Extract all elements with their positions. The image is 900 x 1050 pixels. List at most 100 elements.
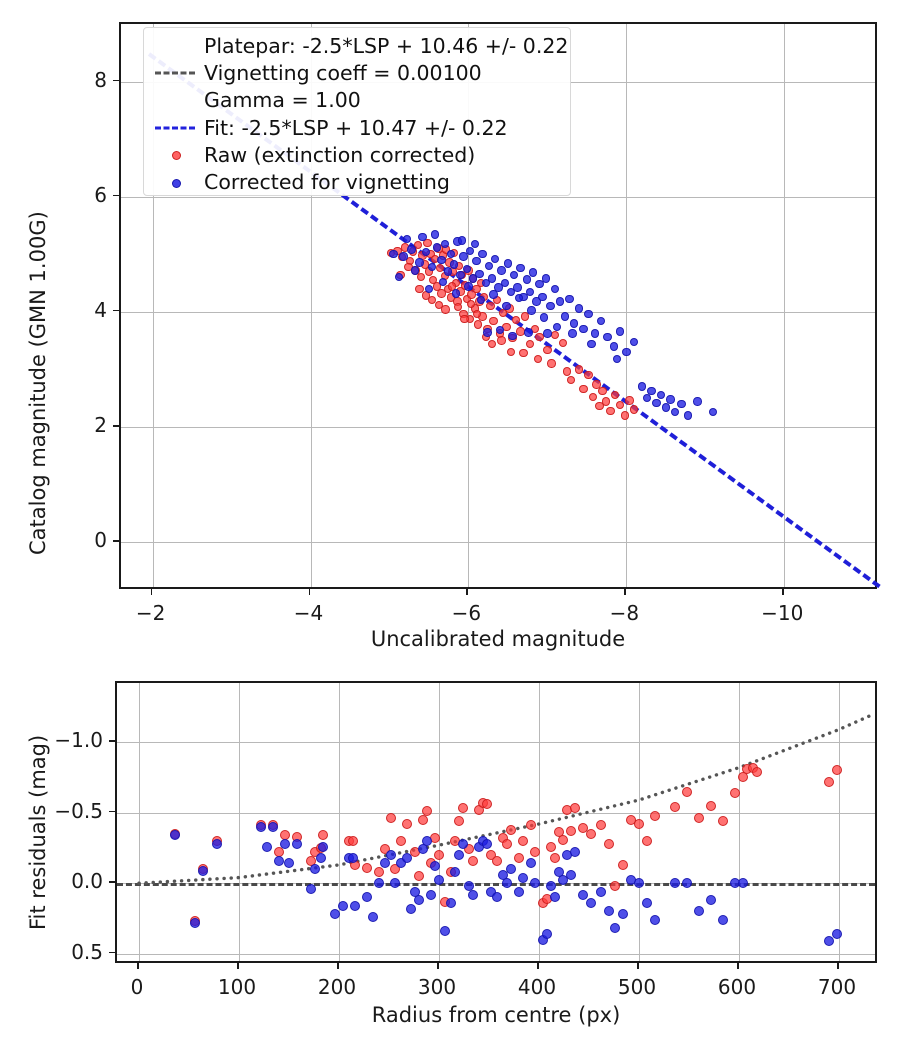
- legend-entry[interactable]: Vignetting coeff = 0.00100: [154, 61, 482, 85]
- gridline-vertical: [784, 24, 786, 587]
- y-axis-tick-label: 0.0: [71, 869, 103, 894]
- data-point: [487, 274, 497, 283]
- data-point: [198, 865, 208, 876]
- y-axis-tick: [109, 881, 115, 883]
- data-point: [832, 928, 842, 939]
- data-point: [706, 895, 716, 906]
- data-point: [601, 397, 610, 406]
- data-point: [518, 872, 528, 883]
- data-point: [440, 926, 450, 937]
- legend-entry[interactable]: Corrected for vignetting: [154, 170, 450, 194]
- data-point: [550, 852, 560, 863]
- data-point: [637, 382, 647, 391]
- data-point: [489, 290, 498, 299]
- legend-entry[interactable]: Platepar: -2.5*LSP + 10.46 +/- 0.22: [154, 34, 568, 58]
- y-axis-tick: [109, 951, 115, 954]
- data-point: [578, 889, 588, 900]
- data-point: [642, 393, 652, 403]
- data-point: [622, 347, 631, 357]
- data-point: [540, 313, 549, 322]
- y-axis-tick-label: 8: [94, 67, 107, 92]
- data-point: [399, 252, 408, 261]
- data-point: [578, 823, 588, 834]
- data-point: [450, 260, 459, 269]
- data-point: [524, 328, 533, 337]
- data-point: [511, 315, 520, 325]
- x-axis-tick: [237, 963, 239, 969]
- gridline-vertical: [839, 683, 840, 961]
- data-point: [503, 259, 513, 268]
- data-point: [656, 390, 666, 399]
- x-axis-tick-label: 300: [417, 975, 457, 999]
- data-point: [458, 838, 468, 849]
- x-axis-label-top: Uncalibrated magnitude: [370, 627, 626, 651]
- data-point: [630, 337, 639, 346]
- data-point: [566, 826, 576, 837]
- data-point: [611, 390, 620, 399]
- data-point: [543, 329, 552, 338]
- data-point: [284, 858, 294, 869]
- data-point: [430, 861, 440, 872]
- data-point: [541, 274, 550, 283]
- data-point: [634, 819, 644, 829]
- data-point: [547, 359, 556, 368]
- data-point: [718, 914, 728, 925]
- data-point: [538, 292, 547, 302]
- data-point: [570, 847, 580, 858]
- fit-residuals-axes[interactable]: [115, 681, 877, 963]
- data-point: [618, 909, 628, 920]
- data-point: [268, 821, 278, 832]
- x-axis-tick-label: 600: [717, 975, 757, 999]
- x-axis-tick-label: −10: [761, 601, 804, 625]
- x-axis-tick: [150, 589, 153, 595]
- data-point: [482, 838, 492, 849]
- data-point: [418, 232, 427, 242]
- data-point: [437, 255, 446, 265]
- data-point: [570, 319, 579, 328]
- data-point: [587, 339, 596, 349]
- data-point: [518, 835, 528, 846]
- data-point: [424, 284, 434, 293]
- data-point: [446, 897, 456, 908]
- x-axis-tick: [782, 589, 784, 595]
- legend-entry-label: Platepar: -2.5*LSP + 10.46 +/- 0.22: [204, 34, 569, 58]
- data-point: [558, 338, 568, 348]
- data-point: [318, 841, 328, 852]
- data-point: [468, 274, 478, 283]
- y-axis-label-bottom: Fit residuals (mag): [26, 734, 50, 930]
- gridline-horizontal: [121, 426, 875, 428]
- data-point: [456, 270, 465, 280]
- x-axis-tick-label: 100: [217, 975, 257, 999]
- data-point: [595, 402, 604, 411]
- x-axis-tick-label: 400: [517, 975, 557, 999]
- data-point: [350, 900, 360, 911]
- data-point: [475, 269, 484, 279]
- gridline-horizontal: [121, 542, 875, 544]
- legend-entry[interactable]: Fit: -2.5*LSP + 10.47 +/- 0.22: [154, 116, 508, 140]
- data-point: [495, 326, 505, 335]
- data-point: [434, 875, 444, 886]
- data-point: [431, 230, 440, 239]
- y-axis-label-top: Catalog magnitude (GMN 1.00G): [26, 211, 50, 555]
- y-axis-tick-label: −0.5: [54, 798, 103, 823]
- data-point: [682, 786, 692, 797]
- data-point: [450, 866, 460, 877]
- data-point: [592, 380, 601, 389]
- data-point: [706, 800, 716, 811]
- data-point: [396, 835, 406, 846]
- legend-entry[interactable]: Raw (extinction corrected): [154, 143, 475, 167]
- data-point: [464, 844, 474, 855]
- y-axis-tick: [113, 540, 119, 542]
- data-point: [481, 278, 490, 288]
- data-point: [522, 275, 532, 284]
- data-point: [708, 407, 718, 417]
- legend-entry[interactable]: Gamma = 1.00: [154, 88, 361, 112]
- data-point: [457, 236, 467, 245]
- data-point: [423, 238, 432, 247]
- data-point: [527, 306, 536, 315]
- legend-box: Platepar: -2.5*LSP + 10.46 +/- 0.22 Vigne…: [143, 27, 571, 196]
- data-point: [647, 387, 656, 396]
- data-point: [718, 816, 728, 827]
- data-point: [551, 330, 560, 340]
- data-point: [489, 316, 498, 326]
